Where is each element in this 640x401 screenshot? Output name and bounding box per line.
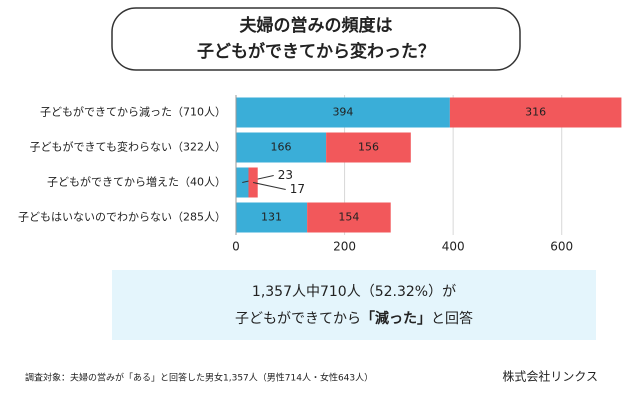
summary-box xyxy=(112,270,596,340)
value-label: 394 xyxy=(332,106,353,119)
bar xyxy=(236,132,327,163)
bar xyxy=(236,97,450,128)
x-tick-label: 400 xyxy=(442,240,465,254)
chart-title: 子どもができてから変わった？ xyxy=(197,41,435,62)
summary-line: 1,357人中710人（52.32%）が xyxy=(252,284,456,300)
y-tick-label: 子どもができてから減った（710人） xyxy=(40,105,226,119)
summary-text: と回答 xyxy=(431,310,473,327)
value-label: 316 xyxy=(525,106,546,119)
value-label: 131 xyxy=(261,211,282,224)
source: 株式会社リンクス xyxy=(502,369,598,384)
bar xyxy=(449,97,622,128)
y-tick-label: 子どもができてから増えた（40人） xyxy=(47,175,226,189)
y-tick-label: 子どもができても変わらない（322人） xyxy=(30,140,226,154)
value-label: 166 xyxy=(271,141,292,154)
chart-title: 夫婦の営みの頻度は xyxy=(240,15,393,36)
bar xyxy=(307,202,391,233)
leader-line xyxy=(242,175,274,183)
value-label: 23 xyxy=(278,168,293,182)
bar xyxy=(326,132,411,163)
x-tick-label: 0 xyxy=(232,240,240,254)
leader-line xyxy=(252,182,286,190)
bar xyxy=(236,202,308,233)
summary-line: 子どもができてから「減った」と回答 xyxy=(235,310,473,327)
summary-text: 子どもができてから xyxy=(235,311,361,327)
footnote: 調査対象：夫婦の営みが「ある」と回答した男女1,357人（男性714人・女性64… xyxy=(25,372,373,384)
y-tick-label: 子どもはいないのでわからない（285人） xyxy=(18,211,226,224)
value-label: 156 xyxy=(358,141,379,154)
title-box xyxy=(111,7,521,71)
summary-emphasis: 「減った」 xyxy=(361,310,431,327)
value-label: 17 xyxy=(290,182,305,196)
x-tick-label: 600 xyxy=(550,240,573,254)
x-tick-label: 200 xyxy=(333,240,356,254)
value-label: 154 xyxy=(338,211,359,224)
